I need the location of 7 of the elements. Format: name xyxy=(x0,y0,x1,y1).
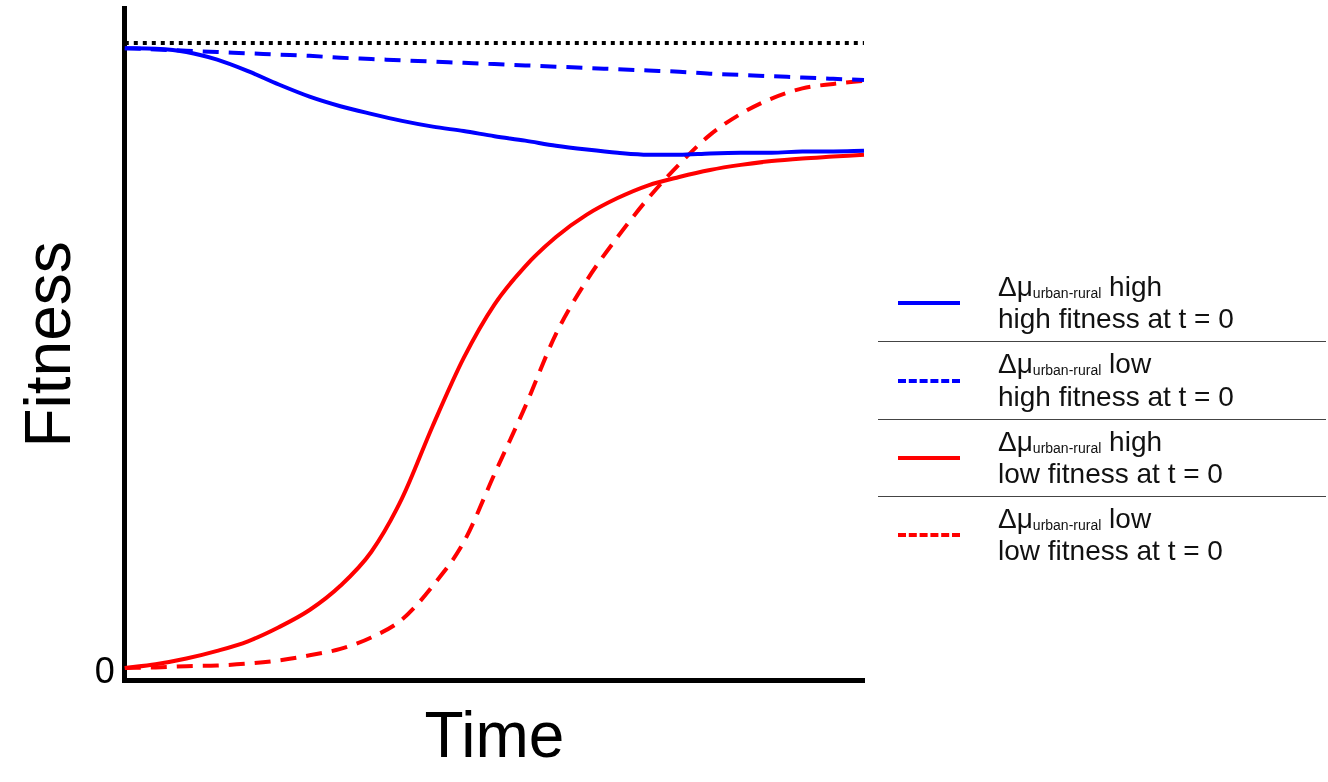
legend-label: Δμ$_{urban-rural}$ low high fitness at t = 0 xyxy=(998,348,1234,413)
legend-label: Δμ$_{urban-rural}$ high low fitness at t = 0 xyxy=(998,425,1223,491)
y-axis-title: Fitness xyxy=(12,241,85,448)
x-axis-title: Time xyxy=(424,699,565,772)
legend-label: Δμ$_{urban-rural}$ high high fitness at t = 0 xyxy=(998,271,1234,336)
text: 0 xyxy=(94,649,115,691)
legend-label: Δμ$_{urban-rural}$ low low fitness at t = 0 xyxy=(998,503,1223,568)
